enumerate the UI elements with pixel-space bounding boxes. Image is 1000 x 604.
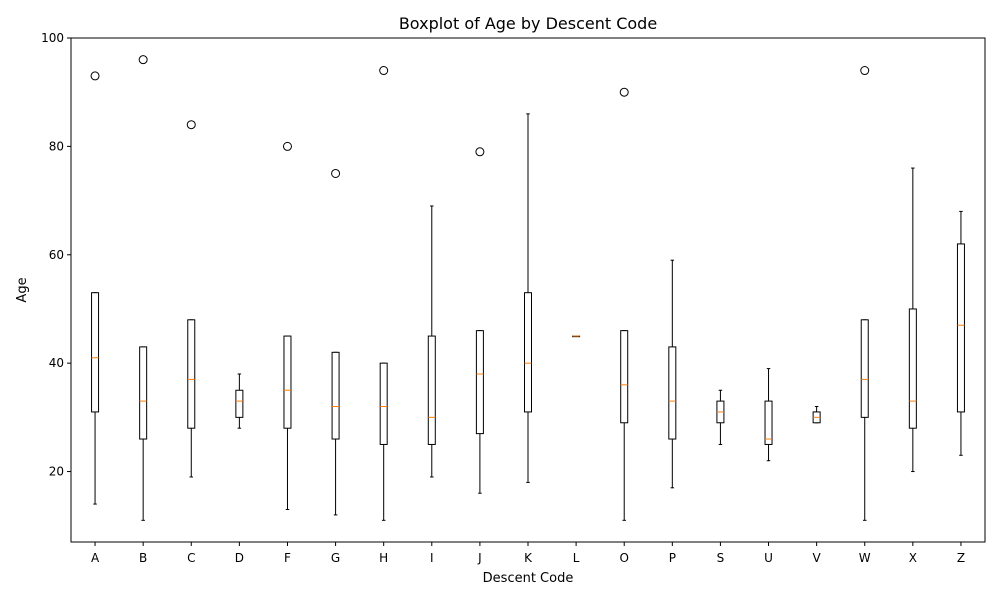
box-group-i <box>427 205 436 478</box>
y-tick-label: 80 <box>49 139 64 153</box>
box <box>908 308 917 429</box>
x-tick-label: P <box>669 551 676 565</box>
box <box>427 335 436 445</box>
x-axis-label: Descent Code <box>483 571 574 586</box>
box <box>764 400 773 445</box>
box <box>91 292 100 413</box>
chart-title: Boxplot of Age by Descent Code <box>399 14 657 33</box>
outlier-point <box>331 168 341 178</box>
box-group-k <box>524 113 532 483</box>
outlier-point <box>90 71 100 81</box>
x-tick-label: F <box>284 551 291 565</box>
x-tick-label: D <box>235 551 244 565</box>
box-group-s <box>716 389 725 445</box>
box-group-h <box>379 66 389 521</box>
x-tick-label: Z <box>957 551 965 565</box>
box <box>379 362 388 445</box>
x-tick-label: C <box>187 551 195 565</box>
box <box>235 389 244 418</box>
box-group-z <box>956 210 965 456</box>
outlier-point <box>619 87 629 97</box>
box-group-l <box>572 335 581 338</box>
box <box>331 351 340 440</box>
x-tick-label: S <box>717 551 725 565</box>
x-tick-label: L <box>573 551 580 565</box>
box-group-j <box>475 147 485 494</box>
x-tick-label: A <box>91 551 100 565</box>
box-group-c <box>186 120 196 478</box>
x-tick-label: X <box>909 551 917 565</box>
box-group-d <box>235 373 244 429</box>
box-group-a <box>90 71 100 505</box>
x-tick-label: O <box>619 551 628 565</box>
outlier-point <box>860 66 870 76</box>
box <box>187 319 196 429</box>
outlier-point <box>138 55 148 65</box>
box <box>283 335 292 429</box>
box-group-x <box>908 167 917 473</box>
y-tick-label: 60 <box>49 248 64 262</box>
box-group-u <box>764 368 773 462</box>
x-tick-label: B <box>139 551 147 565</box>
box <box>668 346 677 440</box>
y-axis-label: Age <box>15 277 30 302</box>
box-group-b <box>138 55 148 521</box>
box-group-f <box>282 141 292 510</box>
box <box>620 330 629 424</box>
outlier-point <box>475 147 485 157</box>
plot-area <box>90 55 965 521</box>
x-tick-label: J <box>477 551 482 565</box>
box <box>475 330 484 435</box>
y-tick-label: 100 <box>41 31 64 45</box>
box-group-v <box>812 406 821 424</box>
outlier-point <box>282 141 292 151</box>
outlier-point <box>379 66 389 76</box>
y-tick-label: 20 <box>49 465 64 479</box>
box <box>139 346 148 440</box>
box-group-o <box>619 87 629 521</box>
box <box>860 319 869 418</box>
box-group-g <box>331 168 341 516</box>
y-tick-label: 40 <box>49 356 64 370</box>
x-tick-label: V <box>813 551 822 565</box>
box <box>956 243 965 413</box>
x-tick-label: G <box>331 551 340 565</box>
x-tick-label: W <box>859 551 871 565</box>
box-group-w <box>860 66 870 521</box>
x-tick-label: I <box>430 551 434 565</box>
box-group-p <box>668 259 677 489</box>
x-tick-label: K <box>524 551 533 565</box>
x-tick-label: U <box>764 551 773 565</box>
box <box>524 292 532 413</box>
outlier-point <box>186 120 196 130</box>
x-tick-label: H <box>379 551 388 565</box>
